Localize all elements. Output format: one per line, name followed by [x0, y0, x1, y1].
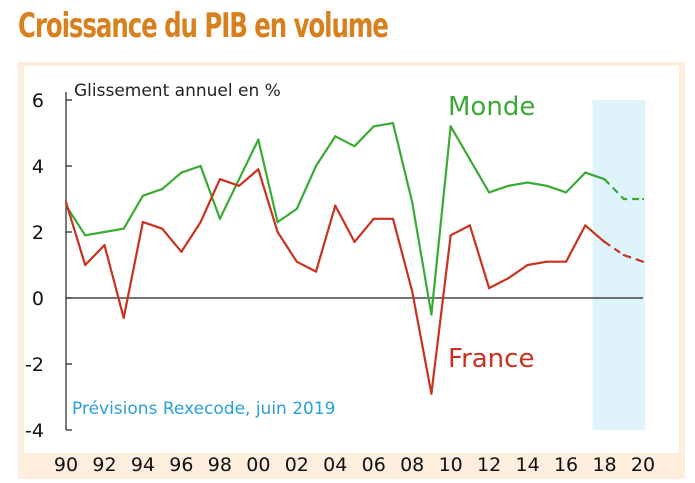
data-point-monde	[564, 191, 568, 194]
data-point-monde	[391, 122, 395, 125]
data-point-monde	[449, 125, 452, 128]
data-point-france	[122, 316, 125, 319]
data-point-france	[314, 270, 318, 273]
x-tick-label: 12	[477, 454, 501, 476]
x-tick-label: 04	[323, 454, 347, 476]
data-point-france	[276, 230, 279, 234]
data-point-france	[84, 263, 87, 267]
data-point-france	[603, 240, 606, 243]
data-point-monde	[411, 201, 414, 204]
data-point-france	[372, 217, 375, 220]
data-point-monde	[295, 207, 298, 210]
data-point-monde	[372, 125, 375, 128]
data-point-france	[411, 290, 414, 293]
data-point-france	[218, 178, 221, 181]
x-tick-label: 96	[169, 454, 193, 476]
forecast-band	[592, 100, 645, 430]
x-tick-label: 98	[208, 454, 232, 476]
y-tick-label: 2	[32, 222, 44, 244]
data-point-monde	[122, 227, 125, 230]
x-tick-label: 92	[92, 454, 116, 476]
data-point-france	[584, 224, 587, 227]
forecast-note: Prévisions Rexecode, juin 2019	[72, 399, 336, 419]
y-tick-label: -2	[25, 354, 44, 376]
y-tick-label: 4	[32, 156, 44, 178]
data-point-monde	[257, 138, 260, 141]
data-point-france	[161, 227, 164, 230]
data-point-france	[545, 260, 548, 263]
data-point-france	[641, 260, 645, 263]
plot-background	[24, 66, 679, 453]
data-point-monde	[199, 164, 202, 168]
data-point-france	[564, 260, 568, 263]
data-point-france	[468, 224, 471, 227]
data-point-france	[449, 234, 452, 237]
data-point-monde	[603, 178, 606, 181]
x-tick-label: 94	[131, 454, 155, 476]
data-point-france	[295, 260, 298, 263]
data-point-france	[199, 221, 202, 224]
data-point-france	[238, 184, 241, 187]
x-tick-label: 02	[285, 454, 309, 476]
data-point-monde	[468, 158, 471, 161]
data-point-france	[488, 287, 491, 290]
data-point-france	[430, 392, 433, 395]
series-label-france: France	[448, 344, 534, 374]
data-point-monde	[526, 181, 529, 184]
data-point-monde	[641, 197, 645, 201]
data-point-monde	[353, 145, 356, 148]
x-tick-label: 00	[246, 454, 270, 476]
data-point-france	[64, 201, 68, 204]
data-point-monde	[141, 194, 145, 197]
data-point-monde	[161, 188, 164, 191]
data-point-france	[180, 250, 183, 253]
data-point-france	[257, 168, 260, 171]
data-point-france	[622, 254, 625, 257]
y-tick-label: -4	[25, 420, 44, 442]
data-point-monde	[218, 217, 221, 220]
data-point-france	[353, 240, 356, 243]
data-point-monde	[314, 164, 318, 168]
data-point-france	[507, 277, 510, 280]
data-point-monde	[584, 171, 587, 174]
data-point-france	[526, 263, 529, 267]
x-tick-label: 10	[439, 454, 463, 476]
data-point-monde	[622, 197, 625, 201]
data-point-monde	[238, 178, 241, 181]
data-point-monde	[84, 234, 87, 237]
x-tick-label: 14	[516, 454, 540, 476]
data-point-monde	[545, 184, 548, 187]
data-point-france	[141, 221, 145, 224]
chart-title: Croissance du PIB en volume	[18, 6, 389, 46]
x-tick-label: 16	[554, 454, 578, 476]
x-tick-label: 20	[631, 454, 655, 476]
data-point-monde	[488, 191, 491, 194]
y-tick-label: 0	[32, 288, 44, 310]
data-point-france	[103, 244, 106, 247]
series-label-monde: Monde	[448, 92, 535, 122]
x-tick-label: 18	[592, 454, 616, 476]
data-point-monde	[103, 230, 106, 234]
series-forecast-line-france	[603, 240, 644, 263]
x-tick-label: 08	[400, 454, 424, 476]
data-point-monde	[507, 184, 510, 187]
data-point-monde	[430, 313, 433, 316]
data-point-monde	[276, 221, 279, 224]
y-axis-label: Glissement annuel en %	[74, 81, 281, 101]
y-tick-label: 6	[32, 90, 44, 112]
data-point-france	[334, 204, 337, 207]
data-point-france	[391, 217, 395, 220]
data-point-monde	[334, 135, 337, 138]
x-tick-label: 90	[54, 454, 78, 476]
x-tick-label: 06	[362, 454, 386, 476]
data-point-monde	[180, 171, 183, 174]
